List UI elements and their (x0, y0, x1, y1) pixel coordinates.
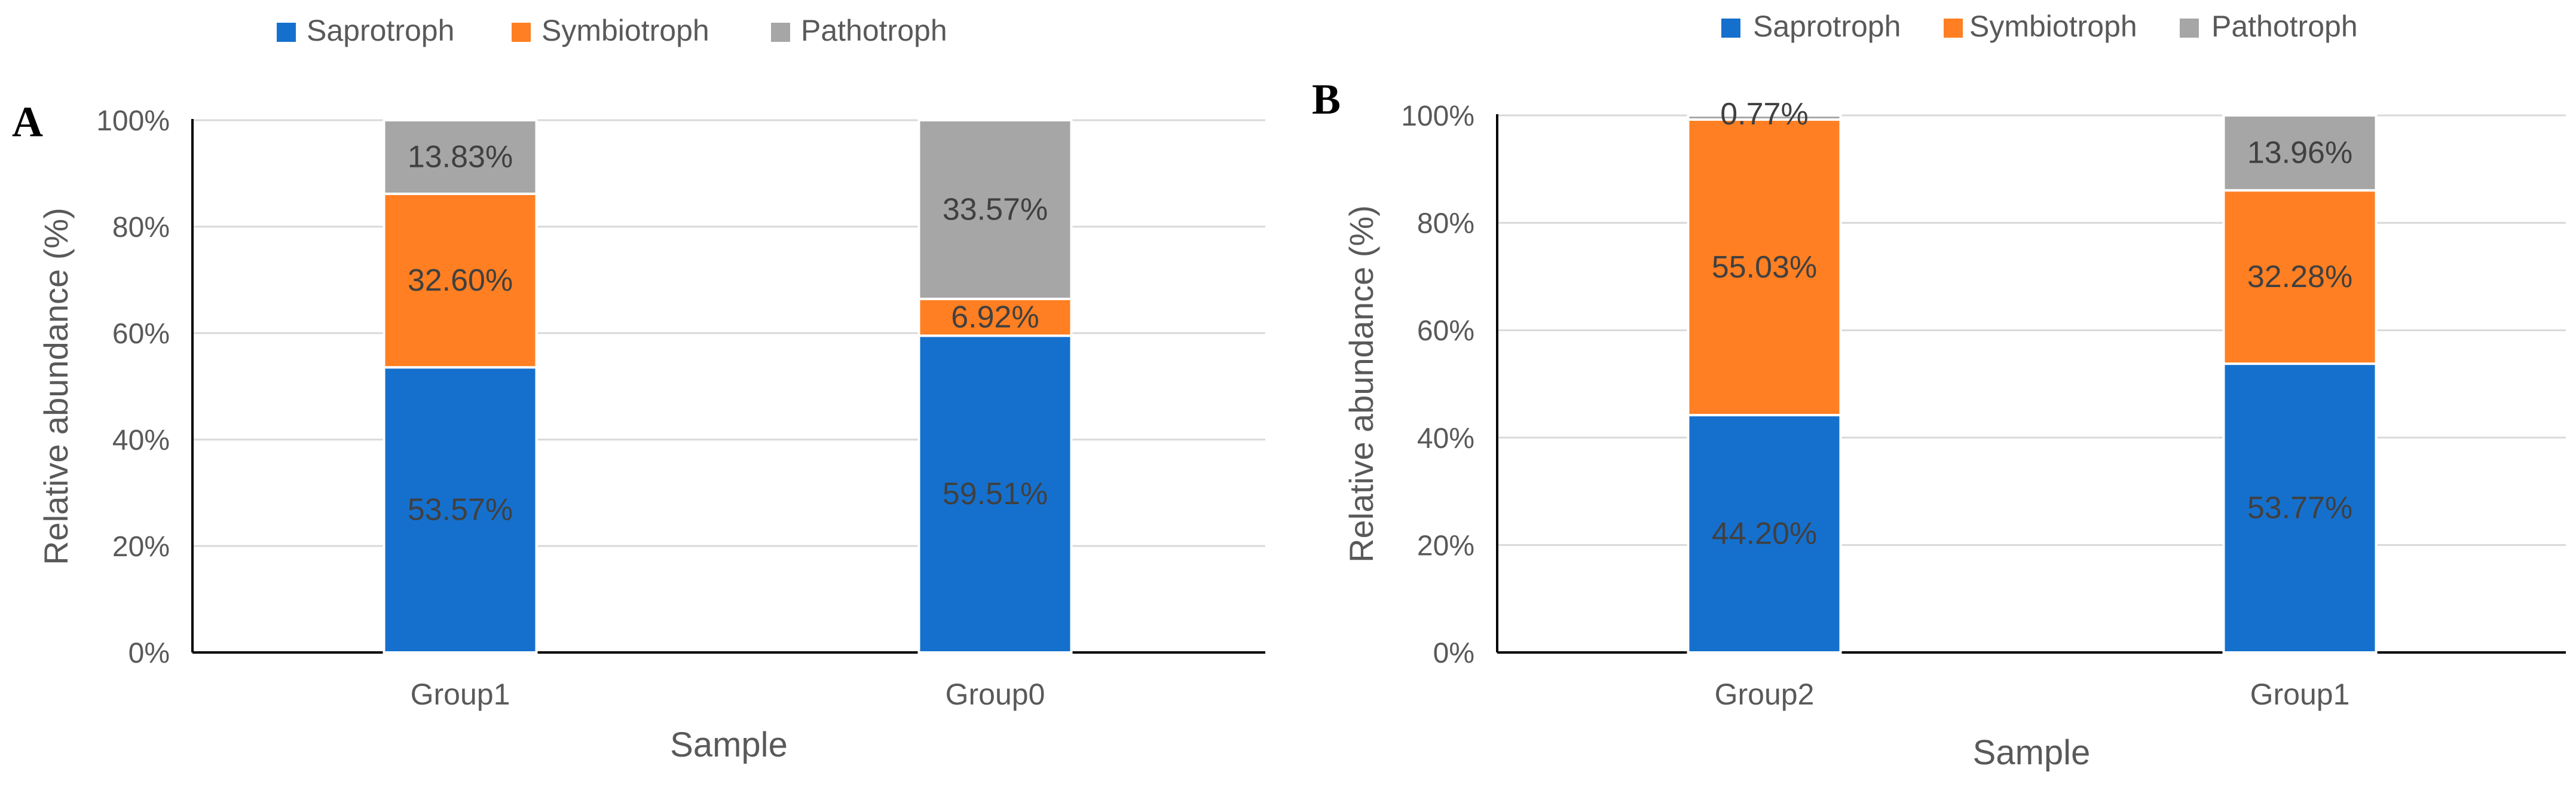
data-label: 55.03% (1712, 250, 1817, 285)
bar-segment-pathotroph (917, 119, 1073, 300)
bar-segment-symbiotroph (917, 297, 1073, 337)
legend-swatch-pathotroph (2180, 19, 2199, 38)
legend-label: Saprotroph (1753, 10, 1901, 43)
x-tick-label: Group1 (411, 678, 510, 711)
y-tick-label: 20% (112, 531, 170, 563)
data-label: 53.77% (2247, 491, 2352, 526)
legend-label: Pathotroph (2211, 10, 2358, 43)
chart-panel-a: A Saprotroph Symbiotroph Pathotroph 0% 20% 40%… (12, 14, 1265, 764)
x-axis-title: Sample (670, 725, 788, 764)
y-axis-title: Relative abundance (%) (37, 208, 75, 565)
x-tick-label: Group0 (946, 678, 1045, 711)
bar-segment-saprotroph (2222, 362, 2378, 654)
y-tick-label: 0% (1433, 638, 1474, 669)
data-label: 6.92% (951, 300, 1039, 335)
legend-swatch-symbiotroph (1944, 19, 1963, 38)
x-axis-title: Sample (1973, 733, 2091, 772)
data-label: 33.57% (943, 192, 1048, 227)
bar-segment-symbiotroph (2222, 189, 2378, 365)
bar-segment-pathotroph (2222, 114, 2378, 192)
y-axis-title: Relative abundance (%) (1342, 205, 1380, 563)
chart-panel-b: B Saprotroph Symbiotroph Pathotroph 0% 20% 40%… (1312, 10, 2566, 772)
bar-segment-saprotroph (1687, 414, 1842, 654)
data-label: 13.83% (408, 140, 513, 175)
y-tick-label: 20% (1417, 530, 1474, 562)
y-tick-label: 60% (112, 318, 170, 350)
bar-segment-saprotroph (383, 366, 538, 654)
y-tick-label: 100% (96, 105, 170, 137)
legend-label: Pathotroph (801, 14, 947, 47)
data-label: 13.96% (2247, 136, 2352, 170)
data-label: 32.60% (408, 263, 513, 298)
data-label: 44.20% (1712, 517, 1817, 551)
y-tick-label: 60% (1417, 315, 1474, 347)
legend-swatch-pathotroph (771, 23, 790, 42)
bar-segment-symbiotroph (1687, 118, 1842, 417)
y-tick-label: 40% (112, 425, 170, 456)
x-tick-label: Group2 (1715, 678, 1815, 711)
legend-label: Symbiotroph (541, 14, 709, 47)
panel-label: A (12, 98, 43, 146)
legend-swatch-symbiotroph (512, 23, 531, 42)
y-tick-label: 0% (129, 638, 170, 669)
legend-swatch-saprotroph (1721, 19, 1740, 38)
bar-segment-pathotroph (1687, 114, 1842, 121)
bar-segment-saprotroph (917, 334, 1073, 654)
x-tick-label: Group1 (2250, 678, 2350, 711)
panel-label: B (1312, 75, 1341, 123)
legend-label: Symbiotroph (1969, 10, 2137, 43)
data-label: 59.51% (943, 477, 1048, 511)
data-label: 53.57% (408, 493, 513, 527)
legend-swatch-saprotroph (277, 23, 296, 42)
data-label: 32.28% (2247, 260, 2352, 294)
y-tick-label: 100% (1401, 100, 1474, 132)
y-tick-label: 40% (1417, 423, 1474, 455)
y-tick-label: 80% (1417, 208, 1474, 240)
y-tick-label: 80% (112, 212, 170, 243)
bar-segment-pathotroph (383, 119, 538, 196)
legend-label: Saprotroph (307, 14, 454, 47)
bar-segment-symbiotroph (383, 193, 538, 369)
data-label: 0.77% (1720, 97, 1808, 132)
